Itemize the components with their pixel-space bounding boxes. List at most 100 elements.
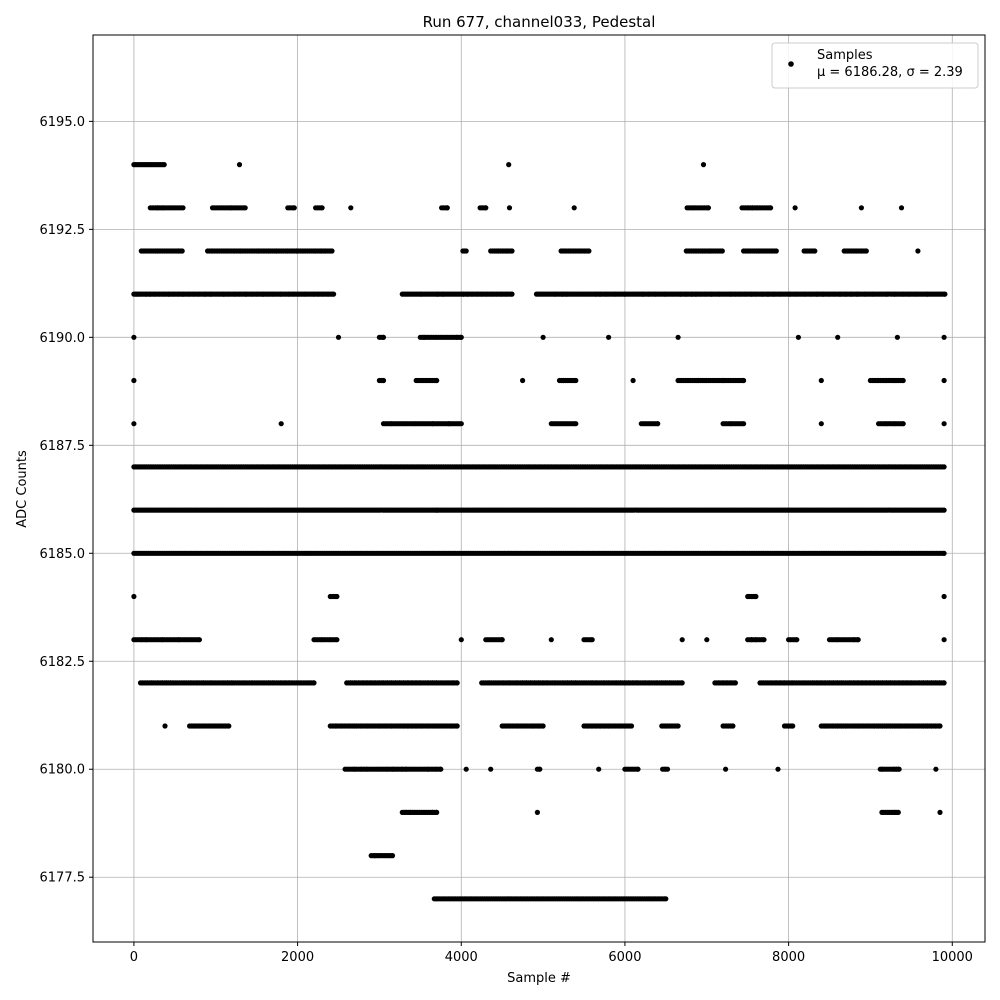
data-point	[236, 162, 243, 168]
data-point	[589, 637, 595, 643]
data-point	[537, 766, 543, 772]
data-point	[773, 248, 779, 254]
data-point	[675, 334, 681, 340]
data-point	[761, 637, 767, 643]
data-point	[895, 809, 901, 816]
data-point	[896, 766, 902, 772]
data-point	[463, 248, 469, 254]
data-point	[520, 377, 526, 384]
data-point	[571, 205, 577, 211]
data-point	[635, 766, 641, 772]
data-point	[311, 680, 317, 686]
data-point	[454, 680, 460, 686]
data-point	[434, 809, 440, 816]
data-point	[161, 162, 167, 168]
data-point	[458, 334, 464, 340]
data-point	[499, 637, 505, 643]
data-point	[941, 334, 947, 340]
data-point	[941, 550, 947, 556]
data-point	[795, 334, 802, 340]
data-point	[679, 637, 685, 643]
x-tick-label: 2000	[281, 950, 314, 965]
data-point	[319, 205, 325, 211]
data-point	[663, 896, 669, 902]
data-point	[941, 377, 947, 384]
data-point	[291, 205, 297, 211]
data-point	[941, 593, 947, 600]
data-point	[380, 334, 387, 340]
data-point	[941, 637, 947, 643]
data-point	[586, 248, 592, 254]
data-point	[942, 291, 948, 297]
y-tick-label: 6195.0	[40, 115, 86, 130]
data-point	[723, 766, 729, 772]
data-point	[534, 809, 541, 816]
data-point	[664, 766, 671, 772]
data-point	[331, 291, 337, 297]
data-point	[540, 334, 546, 340]
data-point	[596, 766, 602, 772]
data-point	[131, 377, 137, 384]
data-point	[732, 680, 739, 686]
data-point	[434, 377, 440, 384]
legend-marker	[788, 61, 794, 67]
data-point	[863, 248, 869, 254]
data-point	[794, 637, 800, 643]
data-point	[675, 723, 681, 729]
y-tick-label: 6185.0	[40, 547, 86, 562]
legend-stats: μ = 6186.28, σ = 2.39	[817, 65, 963, 80]
data-point	[937, 809, 943, 816]
data-point	[705, 205, 712, 211]
y-tick-label: 6192.5	[40, 223, 86, 238]
data-point	[704, 637, 710, 643]
data-point	[509, 248, 515, 254]
data-point	[941, 464, 947, 470]
grid-lines	[93, 35, 985, 942]
data-point	[242, 205, 248, 211]
data-point	[941, 507, 947, 513]
data-point	[162, 723, 168, 729]
data-point	[741, 377, 747, 384]
data-point	[506, 205, 513, 211]
data-point	[483, 205, 489, 211]
data-point	[380, 377, 387, 384]
data-point	[898, 205, 905, 211]
data-point	[792, 205, 798, 211]
data-point	[812, 248, 818, 254]
data-point	[818, 377, 824, 384]
data-point	[655, 421, 661, 427]
y-tick-label: 6182.5	[40, 655, 86, 670]
plot-frame	[92, 34, 986, 943]
x-tick-label: 6000	[608, 950, 641, 965]
data-point	[226, 723, 232, 729]
data-point	[900, 377, 906, 384]
legend: Samples μ = 6186.28, σ = 2.39	[771, 42, 979, 89]
axis-ticks: 0 2000 4000 6000 8000 10000 6177.5 6180.0 6182.5…	[40, 115, 973, 965]
x-tick-label: 8000	[772, 950, 805, 965]
data-point	[835, 334, 841, 340]
y-axis-label: ADC Counts	[15, 450, 30, 528]
data-point	[444, 205, 450, 211]
data-point	[855, 637, 861, 643]
data-point	[915, 248, 921, 254]
data-point	[463, 766, 469, 772]
data-point	[630, 377, 636, 384]
data-point	[329, 248, 335, 254]
legend-series-name: Samples	[817, 48, 873, 63]
data-point	[278, 421, 284, 427]
data-point	[941, 680, 947, 686]
data-point	[488, 766, 494, 772]
data-point	[131, 334, 137, 340]
data-point	[334, 593, 340, 600]
data-point	[818, 421, 824, 427]
data-point	[933, 766, 939, 772]
data-point	[858, 205, 865, 211]
x-tick-label: 10000	[932, 950, 973, 965]
data-point	[196, 637, 202, 643]
data-point	[131, 593, 137, 600]
data-point	[679, 680, 685, 686]
data-point	[753, 593, 759, 600]
data-point	[438, 766, 444, 772]
data-point	[180, 205, 186, 211]
